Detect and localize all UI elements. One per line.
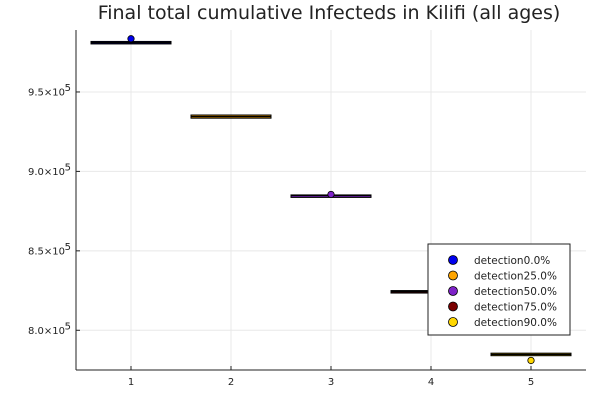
- y-tick-label: 9.5×10: [28, 87, 65, 98]
- legend-label-detection90.0%: detection90.0%: [474, 317, 557, 329]
- x-tick-label: 3: [328, 377, 334, 388]
- legend: detection0.0% detection25.0% detection50.0…: [427, 243, 571, 336]
- chart-title: Final total cumulative Infecteds in Kili…: [98, 2, 561, 24]
- outlier-detection0.0%: [127, 35, 135, 43]
- grid: [76, 30, 586, 370]
- outlier-detection90.0%: [527, 356, 535, 365]
- y-tick-exponent: 5: [65, 321, 71, 332]
- legend-label-detection0.0%: detection0.0%: [474, 255, 550, 267]
- x-tick-label: 2: [228, 377, 234, 388]
- x-tick-label: 4: [428, 377, 434, 388]
- y-tick-label: 8.0×10: [28, 326, 65, 337]
- legend-marker-detection75.0%: [448, 301, 458, 312]
- outlier-detection50.0%: [327, 190, 335, 199]
- y-tick-label: 9.0×10: [28, 167, 65, 178]
- y-tick-label: 8.5×10: [28, 246, 65, 257]
- legend-marker-detection50.0%: [448, 286, 458, 296]
- x-tick-label: 1: [128, 377, 134, 388]
- ticks: 1 2 3 4 58.0×10 58.5×10 59.0×10 59.5×10 5: [28, 83, 534, 388]
- y-tick-exponent: 5: [65, 83, 71, 94]
- y-tick-exponent: 5: [65, 242, 71, 253]
- legend-marker-detection90.0%: [448, 317, 458, 327]
- legend-label-detection25.0%: detection25.0%: [474, 271, 557, 283]
- legend-marker-detection0.0%: [448, 255, 458, 265]
- legend-marker-detection25.0%: [448, 270, 458, 281]
- legend-label-detection50.0%: detection50.0%: [474, 286, 557, 298]
- x-tick-label: 5: [528, 377, 534, 388]
- legend-label-detection75.0%: detection75.0%: [474, 302, 557, 314]
- y-tick-exponent: 5: [65, 162, 71, 173]
